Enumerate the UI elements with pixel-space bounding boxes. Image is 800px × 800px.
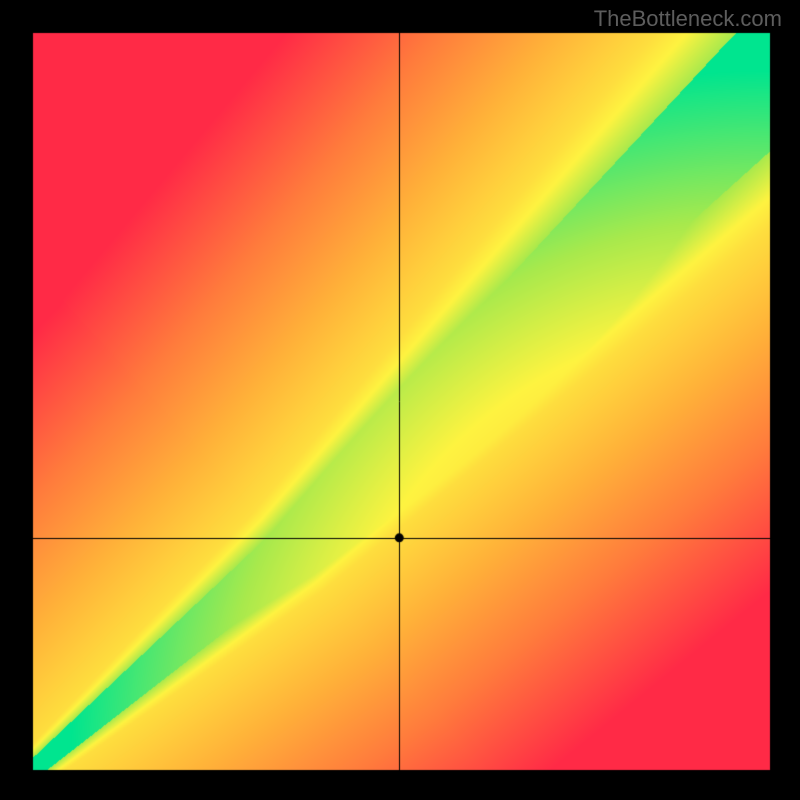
bottleneck-heatmap xyxy=(0,0,800,800)
chart-container: TheBottleneck.com xyxy=(0,0,800,800)
watermark-text: TheBottleneck.com xyxy=(594,6,782,32)
